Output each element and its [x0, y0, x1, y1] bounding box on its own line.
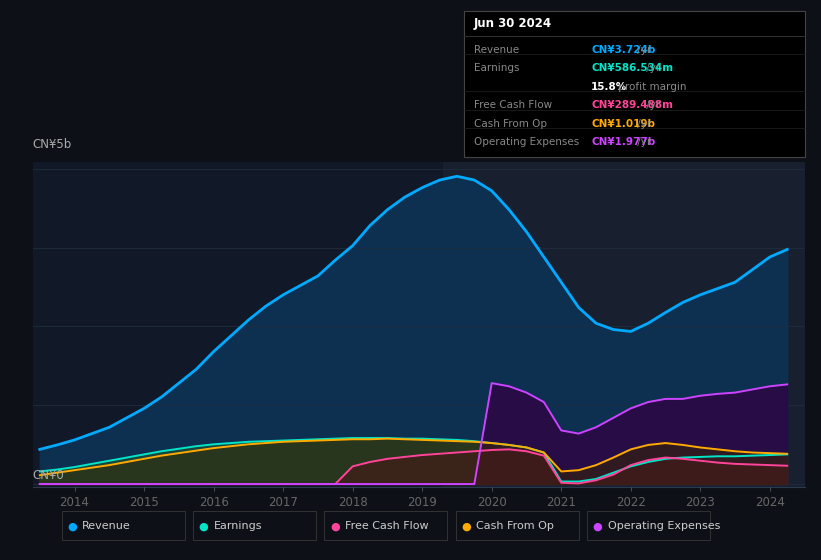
Text: /yr: /yr [634, 137, 651, 147]
Text: ●: ● [330, 521, 340, 531]
Text: ●: ● [461, 521, 471, 531]
Text: Cash From Op: Cash From Op [476, 521, 554, 531]
Text: Earnings: Earnings [474, 63, 519, 73]
Text: CN¥1.977b: CN¥1.977b [591, 137, 655, 147]
Text: CN¥5b: CN¥5b [33, 138, 72, 151]
Text: Cash From Op: Cash From Op [474, 119, 547, 129]
Text: Free Cash Flow: Free Cash Flow [345, 521, 429, 531]
Text: Revenue: Revenue [82, 521, 131, 531]
Text: ●: ● [199, 521, 209, 531]
Text: Jun 30 2024: Jun 30 2024 [474, 17, 552, 30]
Text: /yr: /yr [634, 119, 651, 129]
Text: CN¥3.724b: CN¥3.724b [591, 45, 655, 55]
Bar [443, 162, 805, 487]
Text: CN¥1.019b: CN¥1.019b [591, 119, 655, 129]
Text: /yr: /yr [634, 45, 651, 55]
Text: ●: ● [67, 521, 77, 531]
Text: ●: ● [593, 521, 603, 531]
Text: Free Cash Flow: Free Cash Flow [474, 100, 552, 110]
Text: Revenue: Revenue [474, 45, 519, 55]
Text: CN¥289.488m: CN¥289.488m [591, 100, 673, 110]
Text: profit margin: profit margin [615, 82, 686, 92]
Text: Operating Expenses: Operating Expenses [608, 521, 720, 531]
Text: CN¥586.534m: CN¥586.534m [591, 63, 673, 73]
Text: /yr: /yr [644, 100, 661, 110]
Text: Operating Expenses: Operating Expenses [474, 137, 579, 147]
Text: 15.8%: 15.8% [591, 82, 627, 92]
Text: CN¥0: CN¥0 [33, 469, 65, 482]
Text: /yr: /yr [644, 63, 661, 73]
Text: Earnings: Earnings [213, 521, 262, 531]
